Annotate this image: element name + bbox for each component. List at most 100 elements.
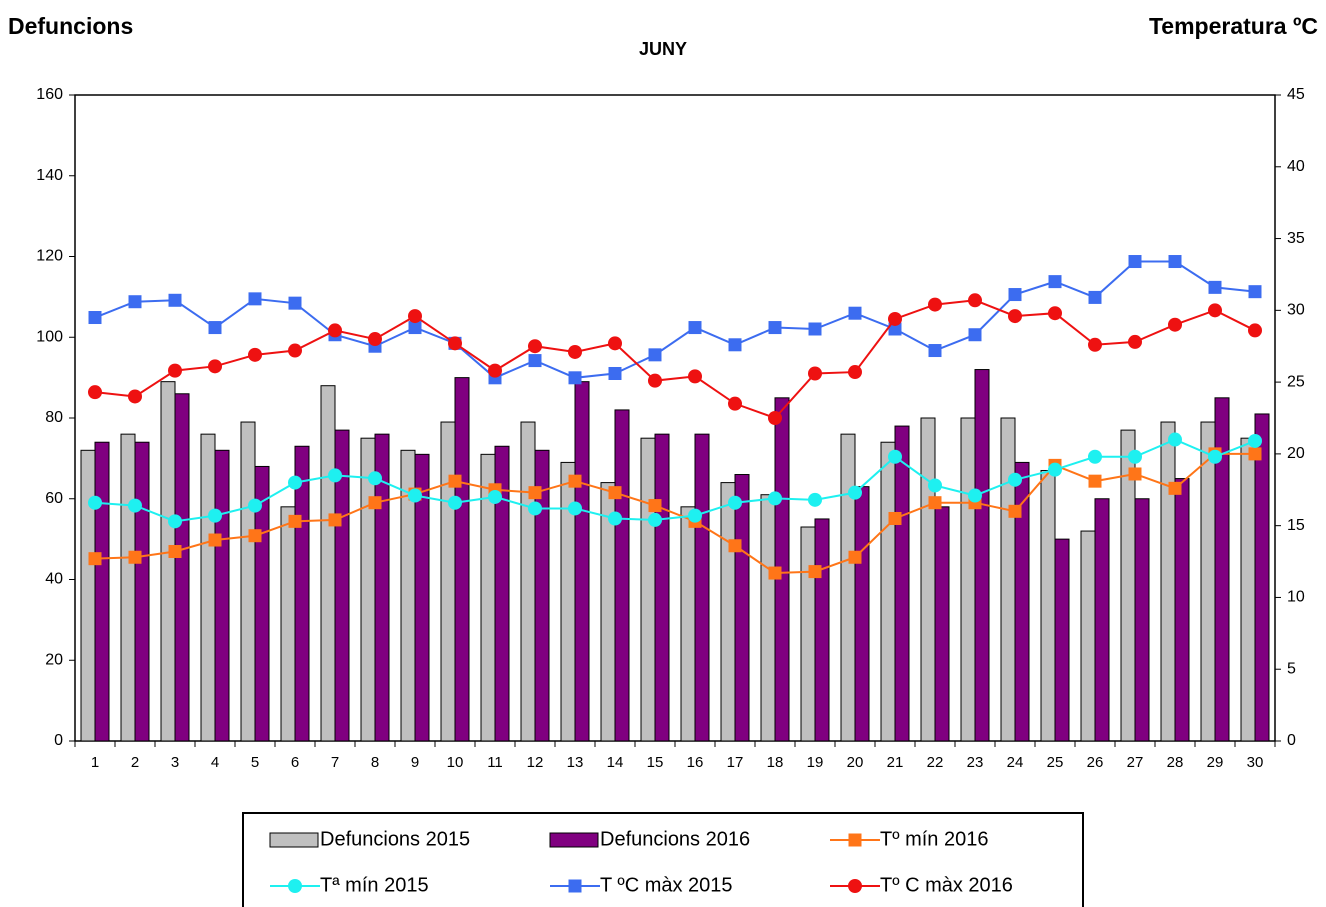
- y-tick-label: 20: [45, 651, 63, 668]
- point: [608, 486, 622, 500]
- point: [928, 297, 942, 312]
- point: [888, 511, 902, 525]
- bar: [1134, 498, 1150, 742]
- point: [1048, 462, 1062, 477]
- bar: [200, 433, 216, 742]
- point: [1168, 255, 1182, 269]
- point: [128, 389, 142, 404]
- point: [168, 545, 182, 559]
- bar: [440, 421, 456, 742]
- bar: [1200, 421, 1216, 742]
- point: [888, 311, 902, 326]
- bar: [334, 429, 350, 742]
- bar: [414, 453, 430, 742]
- point: [1208, 280, 1222, 294]
- point: [248, 529, 262, 543]
- x-tick-label: 8: [371, 754, 379, 771]
- point: [728, 338, 742, 352]
- point: [1048, 306, 1062, 321]
- legend-marker: [568, 879, 582, 893]
- point: [1088, 337, 1102, 352]
- point: [128, 550, 142, 564]
- point: [768, 491, 782, 506]
- point: [208, 533, 222, 547]
- x-tick-label: 29: [1207, 754, 1224, 771]
- point: [968, 293, 982, 308]
- bar: [520, 421, 536, 742]
- bar: [1080, 530, 1096, 742]
- point: [848, 485, 862, 500]
- legend-label: Tª mín 2015: [320, 874, 429, 896]
- point: [208, 359, 222, 374]
- bar: [214, 449, 230, 742]
- line: [94, 299, 1256, 420]
- bar: [694, 433, 710, 742]
- point: [248, 347, 262, 362]
- point: [568, 371, 582, 385]
- point: [808, 492, 822, 507]
- point: [288, 296, 302, 310]
- point: [728, 539, 742, 553]
- point: [848, 365, 862, 380]
- point: [288, 514, 302, 528]
- point: [88, 552, 102, 566]
- point: [848, 550, 862, 564]
- y-tick-label: 40: [45, 571, 63, 588]
- x-tick-label: 3: [171, 754, 179, 771]
- bar: [1214, 397, 1230, 742]
- bar: [1240, 437, 1256, 742]
- x-tick-label: 7: [331, 754, 339, 771]
- x-tick-label: 2: [131, 754, 139, 771]
- point: [648, 348, 662, 362]
- point: [408, 321, 422, 335]
- point: [1248, 285, 1262, 299]
- y2-tick-label: 45: [1287, 86, 1305, 103]
- y-tick-label: 80: [45, 409, 63, 426]
- chart-title: JUNY: [639, 39, 687, 59]
- point: [208, 321, 222, 335]
- point: [968, 488, 982, 503]
- point: [568, 344, 582, 359]
- point: [1168, 317, 1182, 332]
- point: [368, 332, 382, 347]
- bar: [1254, 413, 1270, 742]
- x-tick-label: 16: [687, 754, 704, 771]
- x-tick-label: 22: [927, 754, 944, 771]
- point: [168, 363, 182, 378]
- point: [1088, 474, 1102, 488]
- x-tick-label: 17: [727, 754, 744, 771]
- x-tick-label: 1: [91, 754, 99, 771]
- legend-label: Defuncions 2016: [600, 828, 750, 850]
- x-tick-label: 26: [1087, 754, 1104, 771]
- legend-label: Tº mín 2016: [880, 828, 988, 850]
- point: [848, 306, 862, 320]
- bar: [574, 381, 590, 742]
- point: [688, 369, 702, 384]
- point: [1088, 290, 1102, 304]
- bar: [174, 393, 190, 742]
- bar: [1174, 478, 1190, 742]
- bar: [880, 441, 896, 742]
- point: [928, 478, 942, 493]
- point: [128, 498, 142, 513]
- point: [88, 495, 102, 510]
- point: [88, 385, 102, 400]
- point: [928, 496, 942, 510]
- bar: [720, 482, 736, 742]
- point: [328, 468, 342, 483]
- point: [528, 339, 542, 354]
- bar: [654, 433, 670, 742]
- point: [648, 512, 662, 527]
- x-tick-label: 23: [967, 754, 984, 771]
- point: [488, 363, 502, 378]
- point: [288, 343, 302, 358]
- point: [1168, 432, 1182, 447]
- point: [1208, 303, 1222, 318]
- y2-axis-title: Temperatura ºC: [1149, 13, 1318, 39]
- point: [568, 501, 582, 516]
- point: [1008, 288, 1022, 302]
- legend-swatch: [549, 832, 599, 848]
- point: [448, 474, 462, 488]
- bar: [1014, 461, 1030, 742]
